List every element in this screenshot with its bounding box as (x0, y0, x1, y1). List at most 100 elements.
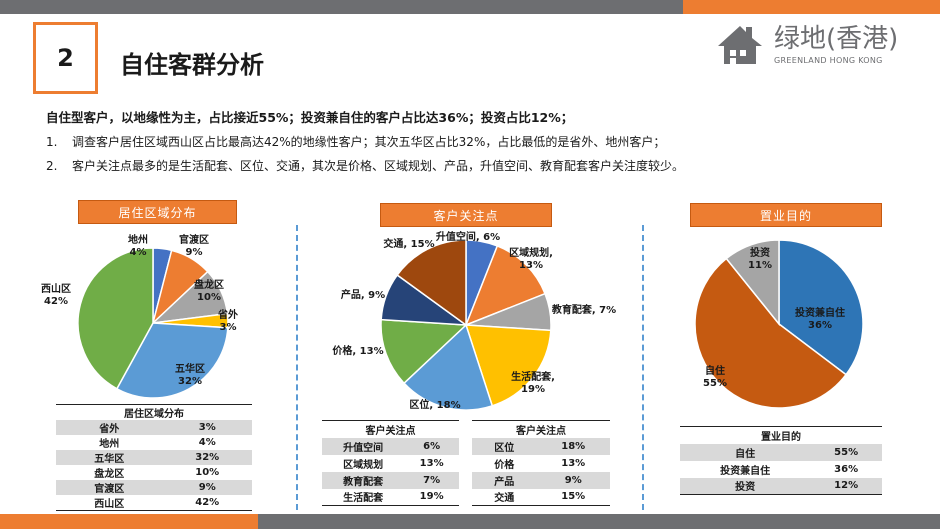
table-cell-value: 36% (810, 460, 882, 478)
pie-slice-五华区 (115, 322, 229, 399)
concern-table-left: 客户关注点 升值空间 6% 区域规划 13% 教育配套 7% 生活配套 19% (322, 420, 459, 506)
table-header: 居住区域分布 (56, 404, 252, 420)
pie-label-官渡区: 官渡区 9% (179, 233, 209, 258)
table-row: 盘龙区 10% (56, 465, 252, 480)
pie-label-五华区: 五华区 32% (175, 362, 205, 387)
table-cell-value: 7% (404, 471, 459, 489)
pie-label-西山区: 西山区 42% (41, 282, 71, 307)
pie-label-投资: 投资 11% (748, 246, 772, 271)
table-cell-label: 官渡区 (56, 480, 163, 495)
table-row: 投资兼自住 36% (680, 460, 882, 478)
pie-slice-投资 (725, 239, 780, 327)
table-cell-value: 6% (404, 437, 459, 455)
table-cell-label: 教育配套 (322, 471, 405, 489)
section-label-concern: 客户关注点 (380, 203, 552, 227)
table-cell-value: 9% (162, 480, 252, 495)
table-header: 客户关注点 (472, 420, 610, 438)
table-cell-value: 15% (536, 488, 610, 506)
table-cell-value: 32% (162, 450, 252, 465)
table-cell-label: 区位 (472, 437, 537, 455)
table-header: 置业目的 (680, 426, 882, 444)
table-cell-value: 12% (810, 477, 882, 495)
pie-slice-区域规划 (464, 244, 547, 327)
pie-slice-交通 (396, 239, 467, 327)
table-row: 价格 13% (472, 454, 610, 472)
pie-slice-西山区 (77, 247, 154, 390)
section-label-purpose: 置业目的 (690, 203, 882, 227)
point-text: 调查客户居住区域西山区占比最高达42%的地缘性客户；其次五华区占比32%，占比最… (72, 135, 666, 149)
pie-label-区域规划: 区域规划, 13% (509, 246, 553, 271)
table-row: 升值空间 6% (322, 437, 459, 455)
logo-text-cn: 绿地(香港) (774, 24, 899, 54)
logo-text-en: GREENLAND HONG KONG (774, 56, 883, 65)
pie-label-价格: 价格, 13% (332, 344, 383, 357)
table-cell-value: 4% (162, 435, 252, 450)
table-cell-value: 9% (536, 471, 610, 489)
pie-slice-区位 (402, 323, 494, 411)
pie-label-区位: 区位, 18% (409, 398, 460, 411)
house-icon (718, 26, 762, 64)
concern-table-right: 客户关注点 区位 18% 价格 13% 产品 9% 交通 15% (472, 420, 610, 506)
table-cell-label: 区域规划 (322, 454, 405, 472)
table-row: 自住 55% (680, 443, 882, 461)
table-cell-label: 西山区 (56, 495, 163, 511)
table-row: 五华区 32% (56, 450, 252, 465)
page-title: 自住客群分析 (120, 51, 264, 79)
table-cell-label: 产品 (472, 471, 537, 489)
table-cell-label: 投资兼自住 (680, 460, 811, 478)
residence-table: 居住区域分布 省外 3% 地州 4% 五华区 32% 盘龙区 10% 官渡区 9% 西山区 42% (56, 404, 252, 511)
table-cell-value: 3% (162, 420, 252, 435)
table-cell-label: 生活配套 (322, 488, 405, 506)
bottom-orange-bar (0, 514, 258, 529)
table-cell-label: 投资 (680, 477, 811, 495)
company-logo: 绿地(香港) GREENLAND HONG KONG (716, 22, 916, 68)
table-cell-label: 省外 (56, 420, 163, 435)
summary-text: 自住型客户，以地缘性为主，占比接近55%；投资兼自住的客户占比达36%；投资占比… (46, 110, 574, 125)
purpose-table: 置业目的 自住 55% 投资兼自住 36% 投资 12% (680, 426, 882, 495)
section-label-residence: 居住区域分布 (78, 200, 237, 224)
divider-right (642, 225, 644, 510)
pie-label-交通: 交通, 15% (383, 237, 434, 250)
table-row: 区位 18% (472, 437, 610, 455)
pie-slice-投资兼自住 (778, 239, 864, 376)
table-row: 教育配套 7% (322, 471, 459, 489)
table-row: 投资 12% (680, 477, 882, 495)
table-cell-label: 交通 (472, 488, 537, 506)
pie-slice-自住 (694, 257, 848, 409)
table-row: 区域规划 13% (322, 454, 459, 472)
table-cell-value: 18% (536, 437, 610, 455)
point-text: 客户关注点最多的是生活配套、区位、交通，其次是价格、区域规划、产品，升值空间、教… (72, 159, 685, 173)
pie-label-自住: 自住 55% (703, 364, 727, 389)
pie-label-地州: 地州 4% (128, 233, 148, 258)
table-cell-value: 10% (162, 465, 252, 480)
divider-left (296, 225, 298, 510)
pie-slice-生活配套 (464, 324, 552, 407)
table-cell-label: 盘龙区 (56, 465, 163, 480)
table-row: 产品 9% (472, 471, 610, 489)
point-number: 2. (46, 159, 58, 173)
pie-label-生活配套: 生活配套, 19% (511, 370, 555, 395)
table-cell-label: 自住 (680, 443, 811, 461)
point-number: 1. (46, 135, 58, 149)
bottom-gray-bar (258, 514, 940, 529)
table-row: 生活配套 19% (322, 488, 459, 506)
section-number: 2 (33, 22, 98, 94)
table-row: 官渡区 9% (56, 480, 252, 495)
table-cell-value: 13% (536, 454, 610, 472)
table-cell-label: 升值空间 (322, 437, 405, 455)
table-cell-value: 55% (810, 443, 882, 461)
table-row: 西山区 42% (56, 495, 252, 511)
table-row: 交通 15% (472, 488, 610, 506)
table-cell-value: 19% (404, 488, 459, 506)
point-item: 1. 调查客户居住区域西山区占比最高达42%的地缘性客户；其次五华区占比32%，占… (46, 133, 665, 150)
pie-label-升值空间: 升值空间, 6% (436, 230, 500, 243)
top-gray-bar (0, 0, 683, 14)
table-cell-label: 五华区 (56, 450, 163, 465)
table-cell-label: 价格 (472, 454, 537, 472)
pie-label-投资兼自住: 投资兼自住 36% (795, 306, 845, 331)
top-orange-bar (683, 0, 940, 14)
pie-slice-价格 (380, 318, 468, 385)
pie-label-教育配套: 教育配套, 7% (551, 303, 616, 316)
